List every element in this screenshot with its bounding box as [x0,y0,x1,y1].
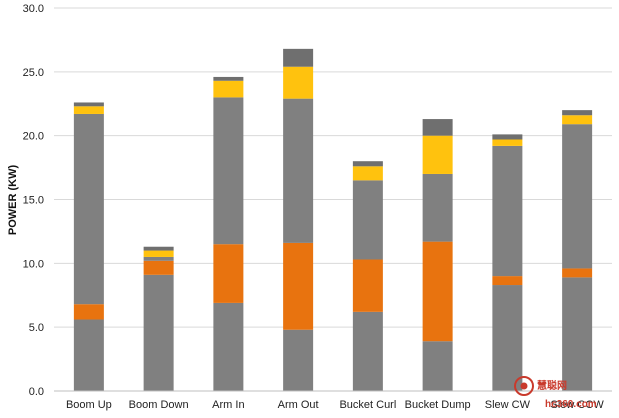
bar-segment [213,302,244,391]
bar-segment [213,80,244,98]
bar-segment [562,277,593,391]
gridlines [54,7,612,328]
bar-segment [352,180,383,260]
y-tick-labels: 0.0 5.0 10.0 15.0 20.0 25.0 30.0 [23,3,44,398]
bar-segment [73,304,104,320]
bar-segment [143,256,174,261]
y-tick-label: 5.0 [29,322,44,334]
x-category-label: Slew CCW [551,399,605,411]
bar-segment [283,48,314,67]
bar-segment [283,98,314,243]
y-tick-label: 10.0 [23,258,44,270]
bar-segment [422,173,453,242]
bar-segment [422,241,453,342]
x-category-label: Boom Down [129,399,189,411]
y-tick-label: 30.0 [23,3,44,15]
y-tick-label: 25.0 [23,67,44,79]
bar-segment [213,76,244,81]
watermark-main: 慧聪网 [537,379,567,392]
bar-segment [213,97,244,245]
bar-segment [283,329,314,391]
bar-segment [143,260,174,275]
bar-segment [283,66,314,99]
bar-segment [492,139,523,146]
bar-segment [283,242,314,330]
y-tick-label: 20.0 [23,131,44,143]
x-category-label: Boom Up [66,399,112,411]
x-category-label: Slew CW [485,399,531,411]
bar-segment [352,166,383,181]
bar-segment [352,311,383,391]
x-category-label: Arm Out [278,399,319,411]
y-axis-title: POWER (KW) [7,165,19,236]
x-category-labels: Boom Up Boom Down Arm In Arm Out Bucket Curl… [66,399,604,411]
bar-segment [422,341,453,391]
x-category-label: Arm In [212,399,244,411]
bar-segment [422,135,453,174]
bar-segment [562,110,593,116]
y-tick-label: 15.0 [23,195,44,207]
bar-segment [213,244,244,303]
bar-segment [492,145,523,277]
bar-segment [492,285,523,391]
watermark-logo: 慧聪网 hc360.com [514,376,597,410]
bar-segment [492,276,523,286]
bar-segment [352,259,383,312]
bar-segment [143,246,174,251]
bar-segment [143,274,174,391]
bar-segment [73,106,104,114]
x-category-label: Bucket Curl [339,399,396,411]
bar-segment [492,134,523,140]
bar-segment [73,113,104,305]
bar-segment [562,268,593,278]
bar-segment [562,115,593,125]
bar-segment [562,124,593,269]
x-category-label: Bucket Dump [405,399,471,411]
bar-segment [352,161,383,167]
y-tick-label: 0.0 [29,386,44,398]
watermark-sub: hc360.com [545,399,597,410]
bars [73,48,593,391]
bar-segment [73,102,104,107]
bar-segment [422,119,453,136]
bar-segment [73,319,104,391]
bar-segment [143,250,174,257]
